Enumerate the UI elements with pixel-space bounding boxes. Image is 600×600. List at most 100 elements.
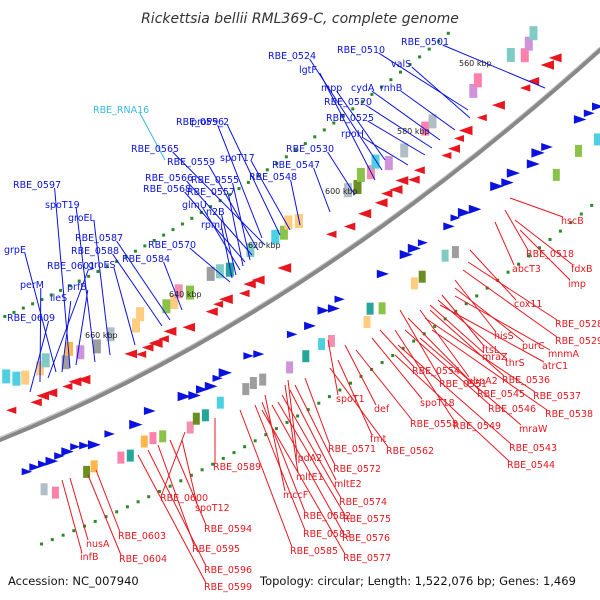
forward-gene-label: mpp <box>321 83 342 94</box>
reverse-gene-arrow <box>476 114 487 122</box>
kbp-label: 580 kbp <box>397 127 430 136</box>
leader-line <box>327 339 339 396</box>
forward-gene-label: RBE_0520 <box>324 97 372 108</box>
forward-gene-label: n2B <box>206 207 225 218</box>
reverse-gene-label: RBE_0538 <box>545 409 593 420</box>
leader-line <box>29 320 50 393</box>
cog-category-block <box>400 143 409 158</box>
leader-line <box>462 269 558 338</box>
reverse-gene-arrow <box>251 275 265 285</box>
forward-gene-arrow <box>87 440 101 450</box>
scale-tick <box>370 92 374 96</box>
reverse-gene-arrow <box>454 135 464 142</box>
scale-tick <box>115 510 119 514</box>
scale-tick <box>243 445 247 449</box>
cog-category-block <box>284 215 293 230</box>
leader-line <box>441 294 485 347</box>
scale-tick <box>232 451 236 455</box>
forward-gene-arrow <box>526 159 540 169</box>
leader-line <box>336 90 386 161</box>
scale-tick <box>332 121 336 125</box>
reverse-gene-label: fdxB <box>571 264 593 275</box>
reverse-gene-label: mltE2 <box>334 479 362 490</box>
scale-tick <box>93 519 97 523</box>
forward-gene-label: RBE_0584 <box>122 254 170 265</box>
reverse-gene-label: spoT18 <box>420 398 455 409</box>
leader-line <box>186 180 253 256</box>
reverse-gene-label: def <box>374 404 390 415</box>
scale-tick <box>327 395 331 399</box>
forward-gene-label: glmU <box>182 200 207 211</box>
forward-gene-label: RBE_0524 <box>268 51 316 62</box>
scale-tick <box>96 270 100 273</box>
forward-gene-label: lgtF <box>299 65 317 76</box>
forward-gene-label: RBE_0556 <box>176 117 224 128</box>
scale-tick <box>349 381 352 385</box>
scale-tick <box>171 228 175 232</box>
scale-tick <box>40 298 44 301</box>
forward-gene-arrow <box>286 330 298 339</box>
cog-category-block <box>363 316 371 329</box>
forward-gene-arrow <box>531 148 545 158</box>
leader-line <box>112 253 163 327</box>
scale-tick <box>143 244 147 248</box>
scale-tick <box>12 310 16 314</box>
scale-tick <box>274 427 278 431</box>
reverse-gene-label: mccF <box>283 490 308 501</box>
scale-tick <box>303 142 307 146</box>
scale-tick <box>446 31 450 35</box>
scale-tick <box>558 229 562 233</box>
scale-tick <box>157 490 161 493</box>
scale-tick <box>485 286 489 290</box>
leader-line <box>261 409 346 555</box>
leader-line <box>172 151 266 246</box>
scale-tick <box>77 279 81 283</box>
leader-line <box>509 197 564 218</box>
reverse-gene-label: mltE1 <box>296 472 324 483</box>
cog-category-block <box>65 341 73 356</box>
forward-gene-arrow <box>592 102 600 111</box>
cog-category-block <box>162 299 171 314</box>
scale-tick <box>437 39 441 43</box>
reverse-gene-arrow <box>395 176 409 185</box>
cog-category-block <box>451 246 459 259</box>
forward-gene-label: RBE_0557 <box>187 187 235 198</box>
leader-line <box>327 151 356 196</box>
reverse-gene-label: mraW <box>519 424 548 435</box>
forward-gene-label: RBE_0588 <box>71 246 119 257</box>
forward-gene-label: RBE_0566 <box>145 173 193 184</box>
forward-gene-label: RBE_0501 <box>401 37 449 48</box>
forward-gene-arrow <box>212 374 223 382</box>
reverse-gene-label: RBE_0599 <box>204 582 252 593</box>
cog-category-block <box>246 243 255 258</box>
reverse-gene-arrow <box>407 175 420 184</box>
cog-category-block <box>186 285 194 300</box>
leader-line <box>379 329 415 368</box>
leader-line <box>61 479 83 554</box>
reverse-gene-label: RBE_0600 <box>160 493 208 504</box>
leader-line <box>467 261 558 321</box>
cog-category-block <box>159 430 167 443</box>
forward-gene-label: valS <box>391 59 411 70</box>
scale-tick <box>199 211 203 214</box>
reverse-gene-label: infB <box>80 552 99 563</box>
reverse-gene-label: RBE_0537 <box>533 391 581 402</box>
leader-line <box>54 187 71 369</box>
leader-line <box>139 112 166 161</box>
leader-line <box>271 404 345 535</box>
cog-category-block <box>140 435 148 448</box>
reverse-gene-label: RBE_0551 <box>439 379 487 390</box>
forward-gene-label: RBE_0530 <box>286 144 334 155</box>
scale-tick <box>265 168 269 172</box>
reverse-gene-label: RBE_0603 <box>118 531 166 542</box>
reverse-gene-arrow <box>325 230 337 238</box>
cog-category-block <box>61 355 70 370</box>
reverse-gene-arrow <box>141 343 154 352</box>
scale-tick <box>341 114 345 118</box>
leader-line <box>454 279 497 333</box>
cog-category-block <box>106 327 115 342</box>
scale-tick <box>379 85 383 89</box>
scale-tick <box>285 420 289 424</box>
cog-category-block <box>506 48 515 62</box>
